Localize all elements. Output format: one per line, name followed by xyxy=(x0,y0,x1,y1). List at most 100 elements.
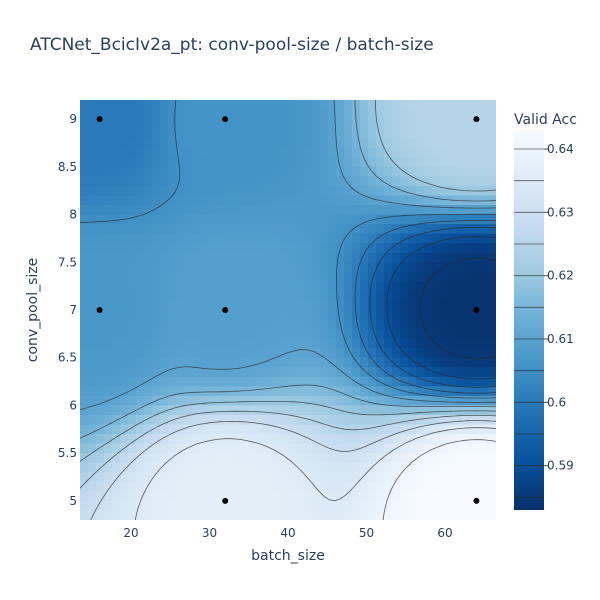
heatmap-cell xyxy=(120,128,129,139)
heatmap-cell xyxy=(424,500,433,512)
heatmap-cell xyxy=(368,262,377,273)
heatmap-cell xyxy=(368,100,377,111)
heatmap-cell xyxy=(264,395,273,407)
heatmap-cell xyxy=(360,185,369,197)
heatmap-cell xyxy=(264,290,273,302)
heatmap-cell xyxy=(224,100,233,111)
heatmap-cell xyxy=(480,128,489,139)
heatmap-cell xyxy=(392,357,401,368)
heatmap-cell xyxy=(352,262,361,273)
heatmap-cell xyxy=(384,290,393,302)
heatmap-cell xyxy=(320,415,329,426)
heatmap-cell xyxy=(448,453,457,464)
heatmap-cell xyxy=(296,157,305,168)
heatmap-cell xyxy=(280,252,289,263)
heatmap-cell xyxy=(136,329,145,340)
heatmap-cell xyxy=(80,224,89,235)
heatmap-cell xyxy=(192,128,201,139)
heatmap-cell xyxy=(304,119,313,130)
heatmap-cell xyxy=(440,491,449,502)
heatmap-cell xyxy=(408,290,417,302)
heatmap-cell xyxy=(168,424,177,435)
heatmap-cell xyxy=(408,157,417,168)
heatmap-cell xyxy=(200,434,209,445)
heatmap-cell xyxy=(136,195,145,206)
heatmap-cell xyxy=(208,128,217,139)
heatmap-cell xyxy=(464,462,473,473)
heatmap-cell xyxy=(216,462,225,473)
heatmap-cell xyxy=(312,319,321,330)
heatmap-cell xyxy=(360,243,369,254)
heatmap-cell xyxy=(280,386,289,397)
heatmap-cell xyxy=(256,338,265,349)
heatmap-cell xyxy=(88,205,97,216)
heatmap-cell xyxy=(280,453,289,464)
heatmap-cell xyxy=(368,443,377,454)
heatmap-cell xyxy=(216,500,225,512)
heatmap-cell xyxy=(120,100,129,111)
heatmap-cell xyxy=(312,185,321,197)
heatmap-cell xyxy=(432,329,441,340)
heatmap-cell xyxy=(224,319,233,330)
heatmap-cell xyxy=(264,243,273,254)
heatmap-cell xyxy=(440,481,449,492)
heatmap-cell xyxy=(96,128,105,139)
heatmap-cell xyxy=(176,472,185,483)
heatmap-cell xyxy=(96,205,105,216)
heatmap-cell xyxy=(104,176,113,187)
heatmap-cell xyxy=(448,500,457,512)
heatmap-cell xyxy=(280,310,289,321)
heatmap-cell xyxy=(208,348,217,359)
heatmap-cell xyxy=(168,100,177,111)
heatmap-cell xyxy=(120,224,129,235)
heatmap-cell xyxy=(424,271,433,282)
heatmap-cell xyxy=(280,195,289,206)
heatmap-cell xyxy=(232,271,241,282)
heatmap-cell xyxy=(320,386,329,397)
heatmap-cell xyxy=(216,176,225,187)
heatmap-cell xyxy=(328,395,337,407)
heatmap-cell xyxy=(408,262,417,273)
heatmap-cell xyxy=(328,329,337,340)
heatmap-cell xyxy=(336,443,345,454)
heatmap-cell xyxy=(232,453,241,464)
heatmap-cell xyxy=(192,462,201,473)
heatmap-cell xyxy=(328,462,337,473)
heatmap-cell xyxy=(264,262,273,273)
heatmap-cell xyxy=(120,147,129,158)
heatmap-cell xyxy=(224,157,233,168)
plot-area[interactable] xyxy=(80,100,497,521)
heatmap-cell xyxy=(296,500,305,512)
heatmap-cell xyxy=(376,224,385,235)
heatmap-cell xyxy=(152,128,161,139)
heatmap-cell xyxy=(440,195,449,206)
heatmap-cell xyxy=(456,243,465,254)
heatmap-cell xyxy=(272,510,281,520)
heatmap-cell xyxy=(352,300,361,311)
heatmap-cell xyxy=(464,233,473,244)
heatmap-cell xyxy=(176,395,185,407)
heatmap-cell xyxy=(408,510,417,520)
heatmap-cell xyxy=(440,415,449,426)
heatmap-cell xyxy=(88,281,97,292)
heatmap-cell xyxy=(240,138,249,149)
heatmap-cell xyxy=(320,262,329,273)
heatmap-cell xyxy=(104,386,113,397)
heatmap-cell xyxy=(392,500,401,512)
heatmap-cell xyxy=(216,243,225,254)
heatmap-cell xyxy=(464,310,473,321)
heatmap-cell xyxy=(256,233,265,244)
heatmap-cell xyxy=(176,367,185,378)
heatmap-cell xyxy=(272,329,281,340)
heatmap-cell xyxy=(176,338,185,349)
heatmap-cell xyxy=(176,262,185,273)
heatmap-cell xyxy=(96,147,105,158)
heatmap-cell xyxy=(424,176,433,187)
heatmap-cell xyxy=(104,472,113,483)
heatmap-cell xyxy=(144,138,153,149)
heatmap-cell xyxy=(184,281,193,292)
heatmap-cell xyxy=(88,424,97,435)
heatmap-cell xyxy=(80,367,89,378)
heatmap-cell xyxy=(104,262,113,273)
heatmap-cell xyxy=(248,338,257,349)
